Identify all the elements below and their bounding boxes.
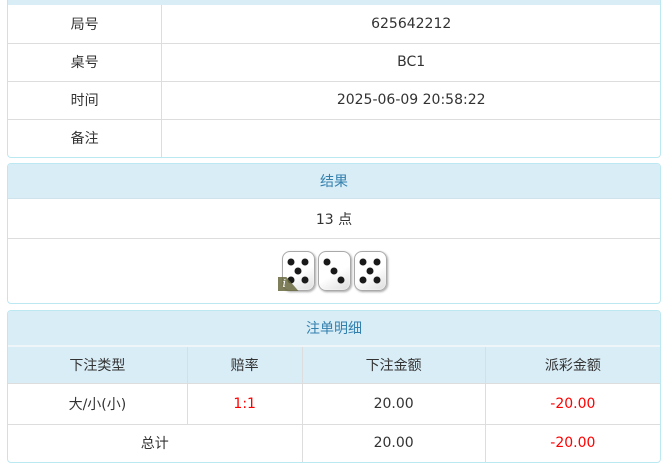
dice-row: i bbox=[8, 239, 660, 303]
column-header-bet-amount: 下注金额 bbox=[301, 347, 486, 384]
game-info-table: 局号 625642212 桌号 BC1 时间 2025-06-09 20:58:… bbox=[8, 5, 660, 157]
time-label: 时间 bbox=[8, 80, 163, 119]
die-3-face-5 bbox=[353, 251, 387, 291]
table-id-value: BC1 bbox=[161, 42, 660, 81]
die-1-face-5: i bbox=[277, 251, 315, 291]
die-pip bbox=[287, 258, 295, 266]
bet-type-value: 大/小(小) bbox=[68, 396, 127, 413]
table-row: 时间 2025-06-09 20:58:22 bbox=[8, 80, 660, 119]
table-row: 桌号 BC1 bbox=[8, 42, 660, 81]
payout-value: -20.00 bbox=[484, 383, 660, 424]
bet-amount-value: 20.00 bbox=[301, 383, 486, 424]
die-pip bbox=[323, 258, 331, 266]
bet-details-title: 注单明细 bbox=[8, 311, 660, 347]
odds-value: 1:1 bbox=[186, 383, 303, 424]
die-pip bbox=[337, 276, 345, 284]
die-pip bbox=[301, 258, 309, 266]
die-pip bbox=[359, 276, 367, 284]
column-header-odds: 赔率 bbox=[186, 347, 303, 384]
die-pip bbox=[294, 267, 302, 275]
column-header-payout: 派彩金额 bbox=[484, 347, 660, 384]
remark-value bbox=[161, 118, 660, 157]
dice-strip: i bbox=[277, 251, 387, 291]
column-header-bet-type: 下注类型 bbox=[8, 347, 188, 384]
total-payout: -20.00 bbox=[484, 423, 660, 462]
die-2-face-3 bbox=[317, 251, 351, 291]
die-pip bbox=[373, 276, 381, 284]
total-row: 总计 20.00 -20.00 bbox=[8, 423, 660, 462]
die-pip bbox=[373, 258, 381, 266]
die-pip bbox=[301, 276, 309, 284]
die-pip bbox=[366, 267, 374, 275]
total-label: 总计 bbox=[8, 423, 303, 462]
game-info-panel-header bbox=[8, 0, 660, 5]
die-pip bbox=[287, 276, 295, 284]
result-points: 13 点 bbox=[8, 199, 660, 239]
die-pip bbox=[359, 258, 367, 266]
table-row: 备注 bbox=[8, 118, 660, 157]
result-panel: 结果 13 点 i bbox=[7, 163, 661, 304]
result-panel-title: 结果 bbox=[8, 164, 660, 199]
game-info-panel: 局号 625642212 桌号 BC1 时间 2025-06-09 20:58:… bbox=[7, 0, 661, 158]
remark-label: 备注 bbox=[8, 118, 163, 157]
bet-details-table: 下注类型 赔率 下注金额 派彩金额 大/小(小) 1:1 20.00 -20.0… bbox=[8, 347, 660, 462]
round-id-value: 625642212 bbox=[371, 15, 452, 32]
image-info-icon[interactable]: i bbox=[277, 277, 299, 291]
die-pip bbox=[330, 267, 338, 275]
table-id-label: 桌号 bbox=[8, 42, 163, 81]
time-value: 2025-06-09 20:58:22 bbox=[161, 80, 660, 119]
total-bet-amount: 20.00 bbox=[301, 423, 486, 462]
table-row: 局号 625642212 bbox=[8, 5, 660, 43]
table-row: 大/小(小) 1:1 20.00 -20.00 bbox=[8, 383, 660, 424]
round-id-label: 局号 bbox=[8, 5, 163, 43]
table-header-row: 下注类型 赔率 下注金额 派彩金额 bbox=[8, 347, 660, 384]
bet-details-panel: 注单明细 下注类型 赔率 下注金额 派彩金额 大/小(小) 1:1 20.00 … bbox=[7, 310, 661, 463]
